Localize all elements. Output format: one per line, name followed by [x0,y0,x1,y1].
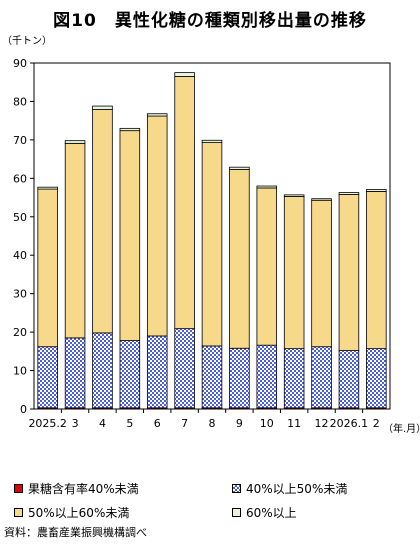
x-tick-label: 3 [72,417,79,430]
bar-over60 [338,192,360,195]
x-tick-label: 7 [181,417,188,430]
x-tick-label: 9 [236,417,243,430]
x-unit-label: （年.月） [383,422,420,435]
bar-50to60 [366,191,387,350]
legend: 果糖含有率40%未満 40%以上50%未満 50%以上60%未満 60%以上 [14,480,414,520]
x-tick-label: 2 [373,417,380,430]
y-tick-label: 90 [13,57,27,70]
source-note: 資料：農畜産業振興機構調べ [4,526,147,539]
legend-label-over60: 60%以上 [246,506,297,520]
bar-50to60 [119,130,141,341]
bars [37,72,387,410]
bar-50to60 [201,142,223,347]
y-tick-label: 0 [20,403,27,416]
x-tick-label: 10 [260,417,274,430]
x-tick-label: 8 [209,417,216,430]
legend-swatch-40to50 [232,484,241,493]
bar-over60 [92,105,113,110]
x-tick-label: 6 [154,417,161,430]
y-tick-label: 40 [13,249,27,262]
bar-40to50 [283,348,305,409]
x-tick-label: 12 [315,417,329,430]
bar-40to50 [201,345,223,409]
bar-over60 [119,127,141,132]
chart-svg: （千トン） 0 10 20 30 40 50 60 70 80 90 2025.2 3 4 5 6 7 8 9 1… [2,35,420,435]
bar-40to50 [146,335,168,409]
bar-50to60 [92,109,113,334]
y-tick-label: 70 [13,134,27,147]
legend-swatch-50to60 [14,508,23,517]
x-tick-label: 5 [126,417,133,430]
legend-label-under40: 果糖含有率40%未満 [28,482,139,496]
bar-over60 [174,72,195,77]
bar-50to60 [64,142,86,339]
bar-50to60 [229,169,250,349]
bar-over60 [201,139,223,143]
legend-label-50to60: 50%以上60%未満 [28,506,130,520]
bar-40to50 [119,340,141,409]
bar-over60 [37,186,58,190]
x-tick-label: 11 [287,417,301,430]
bar-40to50 [229,347,250,409]
bar-50to60 [174,76,195,330]
bar-over60 [283,194,305,197]
legend-swatch-under40 [14,484,23,493]
bar-50to60 [256,187,278,346]
y-axis: 0 10 20 30 40 50 60 70 80 90 [13,57,34,416]
y-tick-label: 30 [13,288,27,301]
bar-40to50 [366,348,387,409]
x-tick-label: 2025.2 [28,417,67,430]
bar-50to60 [338,194,360,351]
bar-50to60 [283,196,305,350]
legend-label-40to50: 40%以上50%未満 [246,482,348,496]
legend-item-50to60: 50%以上60%未満 [14,504,129,521]
x-tick-label: 4 [99,417,106,430]
bar-over60 [146,113,168,117]
legend-swatch-over60 [232,508,241,517]
y-tick-label: 20 [13,326,27,339]
chart-title: 図10 異性化糖の種類別移出量の推移 [53,11,367,31]
bar-40to50 [338,350,360,409]
bar-40to50 [64,337,86,409]
bar-40to50 [174,328,195,409]
bar-over60 [256,185,278,189]
bar-over60 [229,166,250,170]
bar-40to50 [256,344,278,409]
x-axis: 2025.2 3 4 5 6 7 8 9 10 11 12 2026.1 2 [28,409,380,430]
y-unit-label: （千トン） [2,35,52,47]
legend-item-40to50: 40%以上50%未満 [232,480,347,497]
bar-50to60 [311,199,332,348]
bar-50to60 [37,188,58,348]
bar-40to50 [37,346,58,409]
y-tick-label: 10 [13,365,27,378]
legend-item-under40: 果糖含有率40%未満 [14,480,139,497]
y-tick-label: 50 [13,211,27,224]
bar-over60 [64,140,86,144]
bar-over60 [366,189,387,192]
bar-40to50 [92,332,113,409]
x-tick-label: 2026.1 [330,417,369,430]
legend-item-over60: 60%以上 [232,504,297,521]
bar-40to50 [311,346,332,409]
y-tick-label: 60 [13,172,27,185]
bar-over60 [311,198,332,201]
bar-50to60 [146,115,168,337]
y-tick-label: 80 [13,95,27,108]
